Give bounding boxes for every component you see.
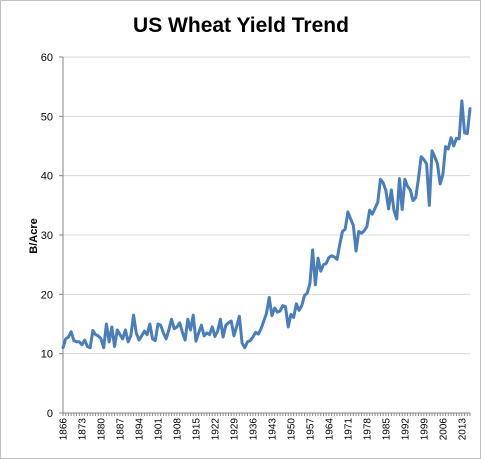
y-tick-label: 10 — [41, 349, 53, 361]
x-tick-label: 1978 — [362, 418, 373, 441]
x-tick-label: 1985 — [381, 418, 392, 441]
x-tick-label: 1866 — [59, 418, 70, 441]
y-axis-label: B/Acre — [28, 218, 40, 253]
x-tick-labels: 1866 1873 1880 1887 1894 1901 1908 1915 1922 1929… — [59, 418, 469, 441]
x-tick-label: 1915 — [191, 418, 202, 441]
x-tick-label: 1901 — [153, 418, 164, 441]
y-tick-label: 40 — [41, 171, 53, 183]
y-tick-label: 60 — [41, 52, 53, 64]
x-tick-label: 1922 — [210, 418, 221, 441]
series-group — [61, 99, 472, 350]
x-tick-label: 1887 — [115, 418, 126, 441]
x-tick-label: 1936 — [248, 418, 259, 441]
series-line-0 — [61, 99, 472, 350]
x-tick-label: 1929 — [229, 418, 240, 441]
x-tick-label: 1971 — [343, 418, 354, 441]
x-tick-label: 1943 — [267, 418, 278, 441]
chart-title: US Wheat Yield Trend — [133, 14, 349, 37]
y-tick-label: 30 — [41, 230, 53, 242]
x-tick-label: 1873 — [77, 418, 88, 441]
y-tick-labels: 0 10 20 30 40 50 60 — [41, 52, 53, 420]
x-tick-label: 1992 — [400, 418, 411, 441]
axes — [59, 56, 471, 416]
x-tick-label: 2013 — [457, 418, 468, 441]
y-tick-label: 50 — [41, 111, 53, 123]
x-tick-label: 1894 — [134, 418, 145, 441]
x-tick-label: 1964 — [324, 418, 335, 441]
y-tick-label: 0 — [47, 408, 53, 420]
gridlines — [63, 56, 470, 355]
x-tick-label: 1908 — [172, 418, 183, 441]
y-tick-label: 20 — [41, 289, 53, 301]
x-tick-label: 1999 — [419, 418, 430, 441]
x-tick-label: 1957 — [305, 418, 316, 441]
x-tick-label: 2006 — [438, 418, 449, 441]
x-tick-label: 1950 — [286, 418, 297, 441]
x-tick-label: 1880 — [96, 418, 107, 441]
